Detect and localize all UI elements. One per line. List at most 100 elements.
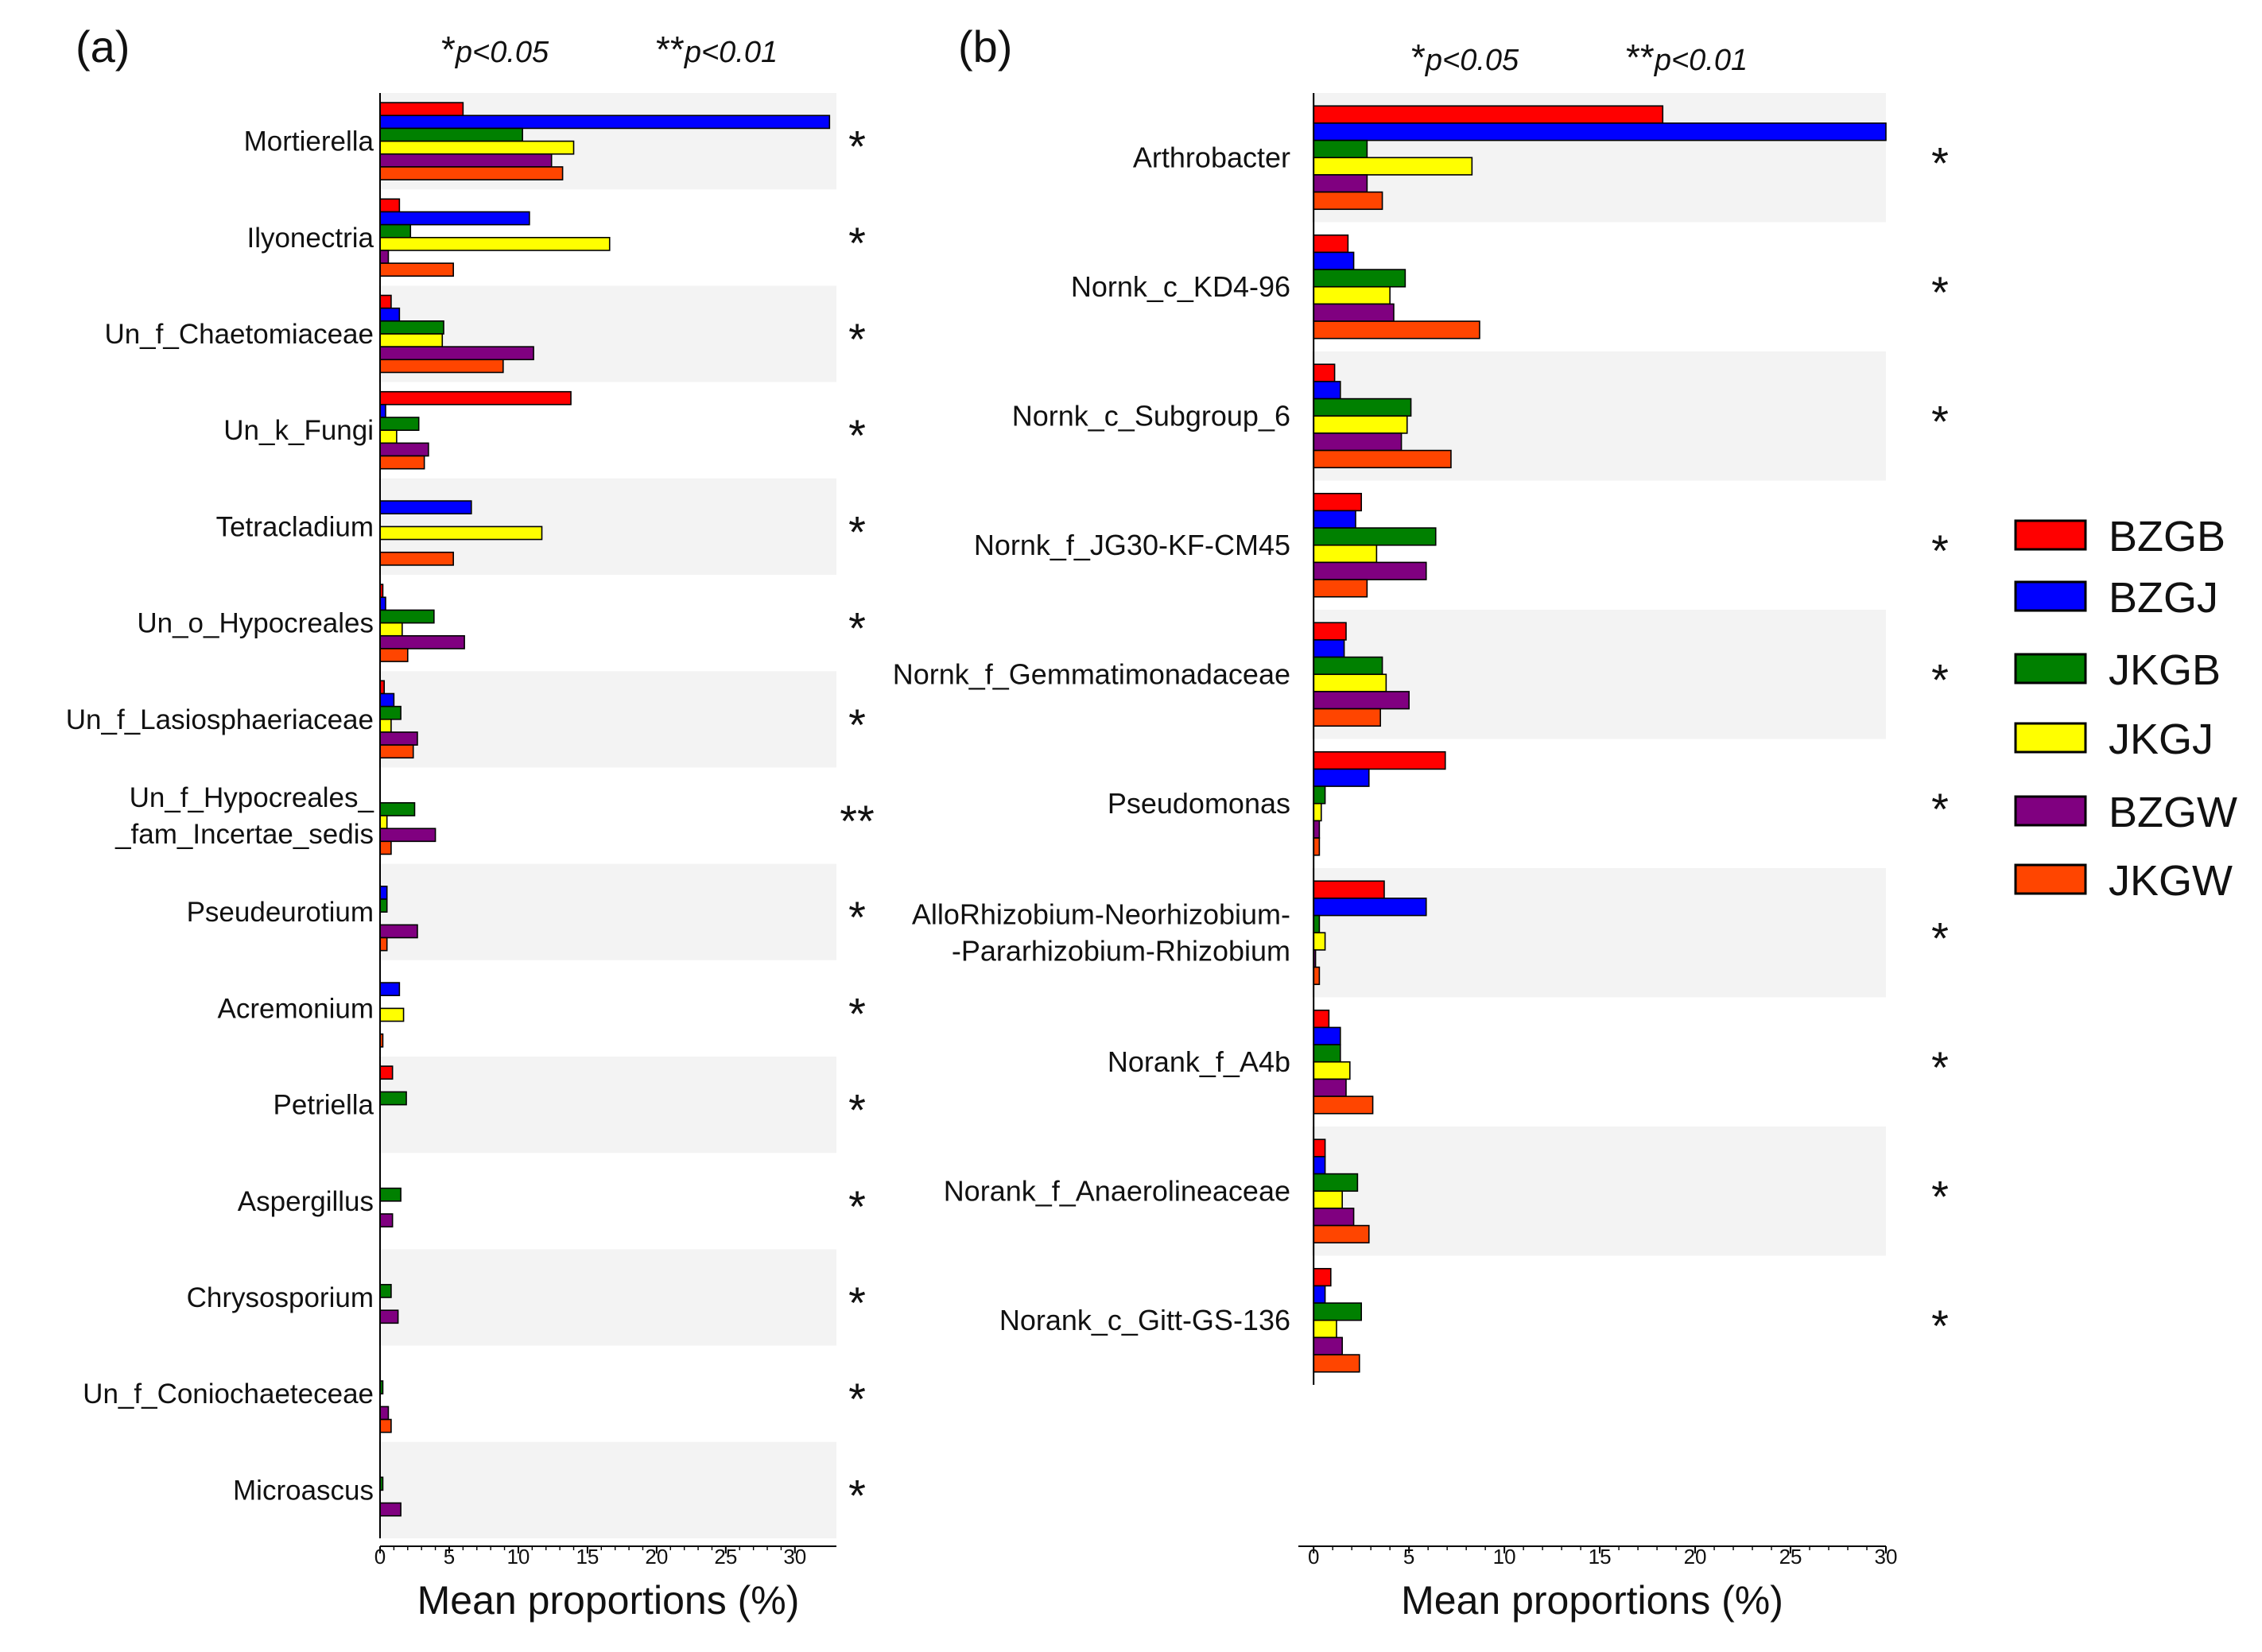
category-label: Norank_c_Gitt-GS-136 bbox=[999, 1304, 1290, 1336]
bar-bzgb bbox=[1313, 105, 1664, 124]
bar-bzgj bbox=[1313, 1285, 1326, 1304]
bar-jkgj bbox=[1313, 932, 1326, 951]
x-axis-label: Mean proportions (%) bbox=[417, 1578, 800, 1623]
sig-legend-single: *p<0.05 bbox=[1411, 37, 1519, 78]
category-band bbox=[1312, 610, 1886, 739]
category-label: Ilyonectria bbox=[246, 223, 374, 254]
significance-marker: * bbox=[1931, 1301, 1949, 1351]
sig-legend-double-star: ** bbox=[656, 29, 685, 70]
bar-jkgj bbox=[1313, 157, 1473, 176]
bar-bzgw bbox=[1313, 174, 1368, 193]
bar-bzgw bbox=[1313, 561, 1427, 580]
legend-swatch-jkgw bbox=[2014, 863, 2087, 895]
category-band bbox=[378, 1441, 836, 1538]
x-tick-label: 25 bbox=[714, 1545, 737, 1569]
bar-jkgj bbox=[379, 718, 392, 733]
significance-marker: * bbox=[848, 700, 866, 750]
significance-marker: * bbox=[1931, 1042, 1949, 1092]
bar-jkgb bbox=[379, 417, 420, 431]
legend-label-jkgb: JKGB bbox=[2109, 646, 2221, 694]
category-label: Norank_f_A4b bbox=[1108, 1045, 1290, 1078]
bar-bzgj bbox=[1313, 768, 1370, 787]
category-label: Arthrobacter bbox=[1133, 141, 1290, 173]
bar-bzgb bbox=[1313, 622, 1347, 641]
legend-swatch-jkgb bbox=[2014, 653, 2087, 684]
x-tick-label: 10 bbox=[506, 1545, 530, 1569]
bar-jkgw bbox=[1313, 966, 1321, 986]
legend-label-jkgj: JKGJ bbox=[2109, 715, 2214, 763]
legend-label-jkgw: JKGW bbox=[2109, 857, 2233, 905]
bar-bzgb bbox=[1313, 750, 1446, 770]
bar-bzgw bbox=[1313, 1208, 1355, 1227]
bar-jkgb bbox=[379, 802, 416, 816]
bar-jkgb bbox=[1313, 785, 1326, 805]
bar-jkgb bbox=[379, 1284, 392, 1298]
sig-legend-double-star: ** bbox=[1626, 37, 1655, 78]
category-label: Pseudeurotium bbox=[187, 897, 374, 928]
bar-bzgw bbox=[379, 250, 390, 264]
x-tick-label: 30 bbox=[783, 1545, 806, 1569]
bar-jkgb bbox=[379, 1187, 402, 1202]
significance-marker: * bbox=[1931, 654, 1949, 704]
category-label: Norank_f_Anaerolineaceae bbox=[944, 1174, 1290, 1207]
significance-marker: * bbox=[848, 988, 866, 1038]
x-tick-label: 30 bbox=[1875, 1545, 1898, 1569]
bar-jkgj bbox=[379, 622, 403, 637]
bar-jkgw bbox=[1313, 708, 1381, 727]
bar-bzgb bbox=[1313, 492, 1362, 512]
bar-bzgj bbox=[1313, 898, 1427, 917]
bar-jkgw bbox=[379, 840, 392, 855]
bar-jkgj bbox=[379, 525, 543, 541]
bar-jkgj bbox=[1313, 1319, 1337, 1339]
bar-jkgb bbox=[1313, 527, 1437, 546]
bar-bzgj bbox=[379, 114, 831, 130]
x-tick-label: 20 bbox=[1684, 1545, 1707, 1569]
legend-swatch-bzgj bbox=[2014, 580, 2087, 612]
category-label: Nornk_f_Gemmatimonadaceae bbox=[893, 657, 1290, 690]
category-label: -Pararhizobium-Rhizobium bbox=[952, 934, 1290, 967]
bar-bzgb bbox=[379, 294, 392, 309]
category-band bbox=[378, 671, 836, 768]
bar-bzgb bbox=[1313, 880, 1385, 899]
bar-bzgb bbox=[379, 1065, 394, 1080]
significance-marker: * bbox=[848, 122, 866, 172]
bar-jkgw bbox=[379, 937, 388, 952]
bar-bzgw bbox=[1313, 432, 1403, 452]
bar-jkgj bbox=[1313, 544, 1378, 564]
bar-jkgb bbox=[379, 223, 412, 238]
bar-jkgb bbox=[379, 320, 444, 335]
significance-marker: * bbox=[848, 1181, 866, 1231]
bar-jkgw bbox=[1313, 1354, 1360, 1373]
bar-jkgb bbox=[379, 127, 523, 142]
bar-bzgj bbox=[1313, 639, 1345, 658]
category-label: Chrysosporium bbox=[187, 1282, 374, 1313]
x-tick-label: 15 bbox=[1589, 1545, 1612, 1569]
bar-jkgw bbox=[1313, 320, 1480, 339]
bar-bzgj bbox=[1313, 1026, 1341, 1045]
bar-jkgj bbox=[1313, 673, 1387, 692]
bar-bzgw bbox=[379, 1406, 390, 1421]
bar-bzgb bbox=[1313, 1267, 1332, 1287]
bar-jkgb bbox=[1313, 1302, 1362, 1321]
bar-jkgb bbox=[1313, 139, 1368, 159]
category-band bbox=[1312, 1127, 1886, 1256]
bar-bzgb bbox=[1313, 363, 1336, 382]
sig-legend-single-star: * bbox=[1411, 37, 1426, 78]
category-band bbox=[378, 1057, 836, 1154]
bar-jkgj bbox=[379, 333, 444, 347]
bar-bzgw bbox=[379, 1213, 394, 1227]
category-label: Un_f_Chaetomiaceae bbox=[104, 319, 374, 350]
group-legend: BZGB BZGJ JKGB JKGJ BZGW JKGW bbox=[2014, 513, 2237, 905]
bar-bzgj bbox=[1313, 122, 1887, 142]
category-label: AlloRhizobium-Neorhizobium- bbox=[912, 898, 1290, 930]
bar-jkgj bbox=[379, 140, 575, 155]
panel-label: (b) bbox=[958, 21, 1012, 72]
bar-bzgw bbox=[1313, 1078, 1347, 1097]
bar-jkgb bbox=[1313, 1173, 1359, 1192]
bar-bzgj bbox=[1313, 510, 1356, 529]
bar-bzgb bbox=[379, 102, 464, 117]
bar-jkgb bbox=[1313, 397, 1412, 417]
significance-marker: * bbox=[1931, 396, 1949, 446]
x-tick-label: 20 bbox=[645, 1545, 668, 1569]
bar-jkgj bbox=[379, 815, 388, 829]
